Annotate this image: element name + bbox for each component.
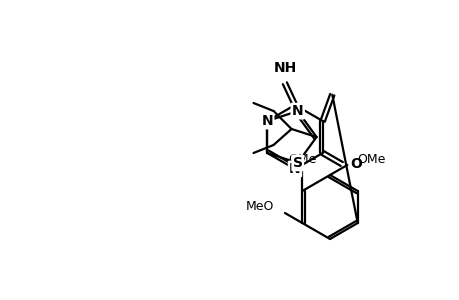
Text: N: N — [261, 114, 273, 128]
Text: N: N — [289, 162, 300, 176]
Text: OMe: OMe — [287, 152, 316, 166]
Text: N: N — [291, 104, 303, 118]
Text: NH: NH — [274, 61, 297, 75]
Text: S: S — [292, 156, 302, 170]
Text: OMe: OMe — [357, 152, 385, 166]
Text: MeO: MeO — [246, 200, 274, 214]
Text: O: O — [349, 157, 361, 171]
